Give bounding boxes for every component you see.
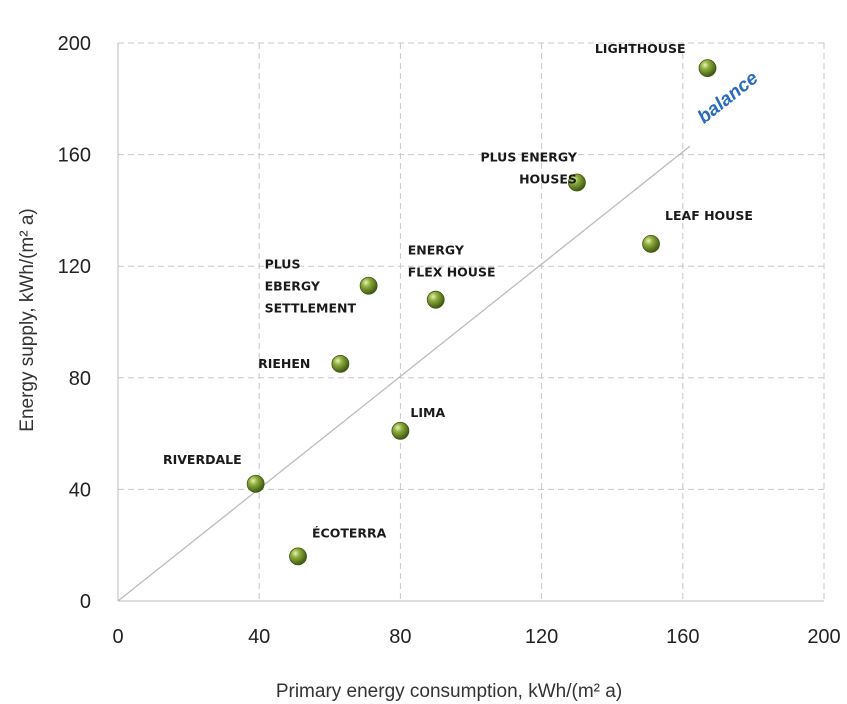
point-label: ENERGY FLEX HOUSE bbox=[408, 243, 496, 280]
axis-layer: 0 40 80 120 160 200 0 40 80 120 160 200 bbox=[58, 33, 841, 648]
grid-layer bbox=[118, 42, 825, 601]
x-tick-label: 40 bbox=[248, 626, 270, 648]
point-label: LIMA bbox=[410, 405, 445, 420]
data-point bbox=[359, 276, 378, 295]
points-layer bbox=[246, 59, 717, 566]
y-tick-label: 120 bbox=[58, 256, 91, 278]
y-tick-label: 40 bbox=[69, 479, 91, 501]
y-tick-label: 0 bbox=[80, 591, 91, 613]
data-point bbox=[289, 547, 307, 566]
point-label: ÉCOTERRA bbox=[312, 525, 387, 540]
point-label: PLUS EBERGY SETTLEMENT bbox=[265, 257, 357, 316]
data-point bbox=[426, 290, 445, 309]
point-label: RIEHEN bbox=[258, 356, 310, 371]
x-tick-label: 160 bbox=[666, 626, 699, 648]
data-point bbox=[391, 421, 410, 440]
point-label: LIGHTHOUSE bbox=[595, 41, 686, 56]
x-tick-label: 80 bbox=[389, 626, 411, 648]
point-label: RIVERDALE bbox=[163, 452, 242, 467]
x-tick-label: 200 bbox=[807, 626, 840, 648]
y-axis-title: Energy supply, kWh/(m² a) bbox=[17, 208, 38, 431]
data-point bbox=[331, 354, 350, 373]
y-tick-label: 200 bbox=[58, 33, 91, 55]
x-tick-label: 0 bbox=[112, 626, 123, 648]
y-tick-label: 80 bbox=[69, 368, 91, 390]
x-tick-label: 120 bbox=[525, 626, 558, 648]
point-label: LEAF HOUSE bbox=[665, 208, 753, 223]
point-label: PLUS ENERGY HOUSES bbox=[481, 150, 578, 187]
data-point bbox=[642, 234, 660, 253]
x-axis-title: Primary energy consumption, kWh/(m² a) bbox=[276, 681, 622, 702]
data-point bbox=[246, 474, 265, 493]
y-tick-label: 160 bbox=[58, 145, 91, 167]
balance-line bbox=[117, 145, 691, 602]
labels-layer: LIGHTHOUSE PLUS ENERGY HOUSES LEAF HOUSE PLU… bbox=[163, 41, 753, 540]
data-point bbox=[698, 59, 717, 78]
data-point bbox=[568, 173, 586, 192]
